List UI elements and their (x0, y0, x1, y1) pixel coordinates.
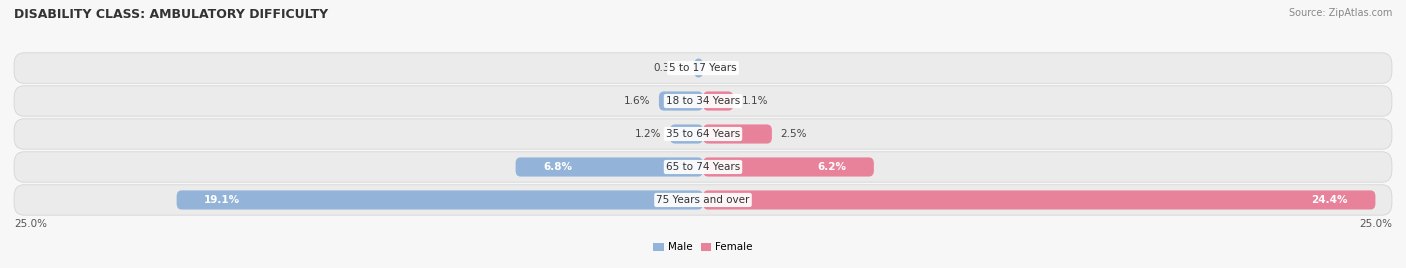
FancyBboxPatch shape (516, 157, 703, 177)
Text: 1.1%: 1.1% (741, 96, 768, 106)
FancyBboxPatch shape (703, 157, 875, 177)
FancyBboxPatch shape (703, 124, 772, 144)
FancyBboxPatch shape (14, 53, 1392, 83)
Text: 19.1%: 19.1% (204, 195, 240, 205)
Text: 25.0%: 25.0% (1360, 219, 1392, 229)
Text: 0.32%: 0.32% (652, 63, 686, 73)
Text: 0.0%: 0.0% (711, 63, 738, 73)
Text: 25.0%: 25.0% (14, 219, 46, 229)
Text: Source: ZipAtlas.com: Source: ZipAtlas.com (1288, 8, 1392, 18)
FancyBboxPatch shape (669, 124, 703, 144)
Text: 1.6%: 1.6% (624, 96, 651, 106)
Text: 6.8%: 6.8% (543, 162, 572, 172)
FancyBboxPatch shape (695, 58, 703, 78)
FancyBboxPatch shape (703, 91, 734, 111)
FancyBboxPatch shape (14, 119, 1392, 149)
FancyBboxPatch shape (14, 152, 1392, 182)
FancyBboxPatch shape (14, 185, 1392, 215)
Text: 18 to 34 Years: 18 to 34 Years (666, 96, 740, 106)
FancyBboxPatch shape (703, 190, 1375, 210)
Text: 65 to 74 Years: 65 to 74 Years (666, 162, 740, 172)
FancyBboxPatch shape (14, 86, 1392, 116)
Text: 1.2%: 1.2% (636, 129, 662, 139)
Text: 2.5%: 2.5% (780, 129, 807, 139)
Text: 24.4%: 24.4% (1312, 195, 1348, 205)
FancyBboxPatch shape (659, 91, 703, 111)
Text: 75 Years and over: 75 Years and over (657, 195, 749, 205)
Text: DISABILITY CLASS: AMBULATORY DIFFICULTY: DISABILITY CLASS: AMBULATORY DIFFICULTY (14, 8, 328, 21)
FancyBboxPatch shape (177, 190, 703, 210)
Legend: Male, Female: Male, Female (654, 242, 752, 252)
Text: 6.2%: 6.2% (817, 162, 846, 172)
Text: 5 to 17 Years: 5 to 17 Years (669, 63, 737, 73)
Text: 35 to 64 Years: 35 to 64 Years (666, 129, 740, 139)
